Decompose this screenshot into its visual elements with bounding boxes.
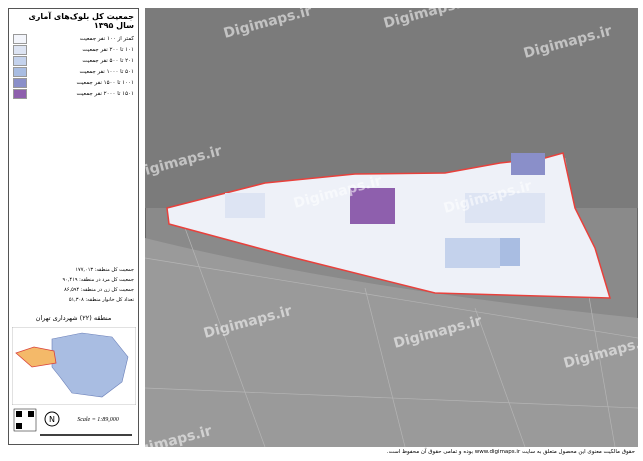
- legend-item: ۱۵۰۱ تا ۲۰۰۰ نفر جمعیت: [9, 88, 138, 99]
- legend-label: ۱۰۱ تا ۲۰۰ نفر جمعیت: [82, 46, 134, 53]
- region-label: منطقه (۲۲) شهرداری تهران: [35, 314, 112, 322]
- scale-area: N Scale = 1:89,000: [13, 408, 132, 436]
- inset-map: [12, 327, 136, 405]
- legend-item: ۲۰۱ تا ۵۰۰ نفر جمعیت: [9, 55, 138, 66]
- legend-label: ۱۰۰۱ تا ۱۵۰۰ نفر جمعیت: [76, 79, 135, 86]
- legend-swatch: [13, 66, 27, 77]
- stat: جمعیت کل مرد در منطقه: ۹۰,۴۱۹: [62, 277, 134, 283]
- scale-label: Scale = 1:89,000: [77, 417, 119, 423]
- legend-label: ۱۵۰۱ تا ۲۰۰۰ نفر جمعیت: [76, 90, 135, 97]
- legend-swatch: [13, 77, 27, 88]
- stat: جمعیت کل زن در منطقه: ۸۶,۵۹۴: [64, 287, 134, 293]
- legend-label: کمتر از ۱۰۰ نفر جمعیت: [79, 35, 134, 42]
- stat: جمعیت کل منطقه: ۱۷۷,۰۱۳: [75, 267, 134, 273]
- map-title: جمعیت کل بلوک‌های آماری سال ۱۳۹۵: [28, 12, 134, 30]
- legend-item: ۵۰۱ تا ۱۰۰۰ نفر جمعیت: [9, 66, 138, 77]
- legend-item: ۱۰۰۱ تا ۱۵۰۰ نفر جمعیت: [9, 77, 138, 88]
- footer: حقوق مالکیت معنوی این محصول متعلق به سای…: [386, 449, 635, 455]
- stats: جمعیت کل منطقه: ۱۷۷,۰۱۳ جمعیت کل مرد در م…: [9, 267, 138, 307]
- legend-swatch: [13, 44, 27, 55]
- legend-swatch: [13, 33, 27, 44]
- map: Digimaps.ir Digimaps.irDigimaps.irDigimap…: [145, 8, 638, 447]
- legend-item: کمتر از ۱۰۰ نفر جمعیت: [9, 33, 138, 44]
- legend-panel: جمعیت کل بلوک‌های آماری سال ۱۳۹۵ کمتر از…: [8, 8, 139, 445]
- legend-label: ۵۰۱ تا ۱۰۰۰ نفر جمعیت: [79, 68, 134, 75]
- legend-item: ۱۰۱ تا ۲۰۰ نفر جمعیت: [9, 44, 138, 55]
- legend: کمتر از ۱۰۰ نفر جمعیت ۱۰۱ تا ۲۰۰ نفر جمعی…: [9, 33, 138, 99]
- legend-label: ۲۰۱ تا ۵۰۰ نفر جمعیت: [82, 57, 134, 64]
- stat: تعداد کل خانوار منطقه: ۵۱,۳۰۸: [68, 297, 134, 303]
- svg-text:N: N: [49, 415, 55, 424]
- legend-swatch: [13, 88, 27, 99]
- legend-swatch: [13, 55, 27, 66]
